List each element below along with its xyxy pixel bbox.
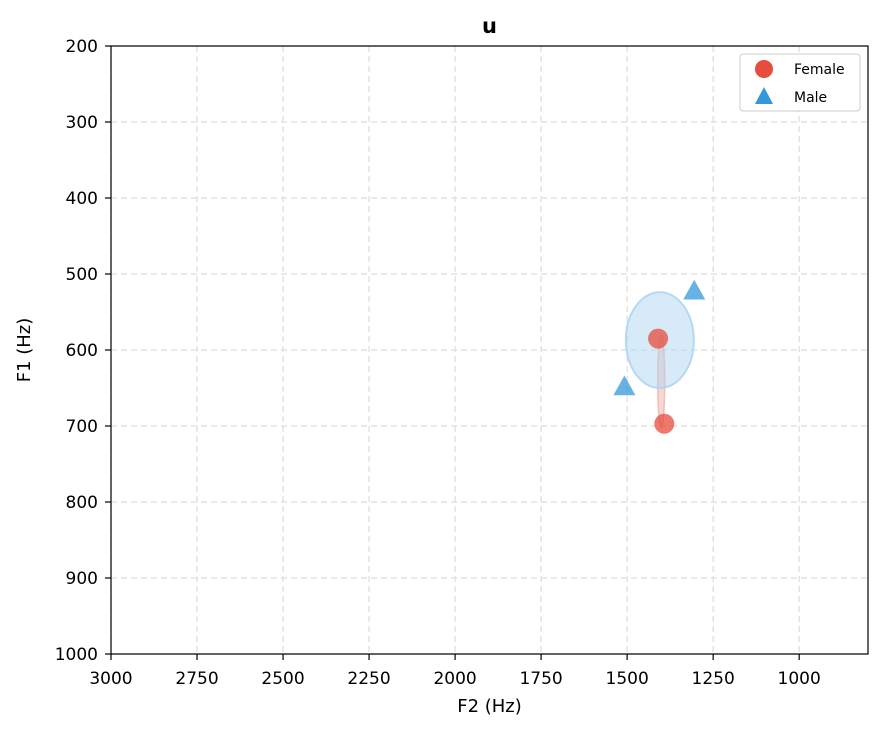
y-tick-label: 200 [66, 37, 98, 57]
x-tick-label: 2750 [175, 669, 218, 689]
x-tick-label: 3000 [89, 669, 132, 689]
y-tick-label: 900 [66, 569, 98, 589]
ellipses [624, 291, 695, 429]
x-tick-label: 2000 [433, 669, 476, 689]
y-tick-label: 700 [66, 417, 98, 437]
y-tick-label: 400 [66, 189, 98, 209]
y-tick-label: 1000 [55, 645, 98, 665]
x-tick-label: 1500 [606, 669, 649, 689]
legend-female-marker [755, 60, 773, 78]
x-tick-label: 1250 [692, 669, 735, 689]
legend-male-label: Male [794, 90, 827, 106]
axis-ticks: 3000 2750 2500 2250 2000 1750 1500 1250 1000 200 3… [55, 37, 821, 689]
male-point [683, 279, 706, 300]
data-points [613, 279, 706, 434]
legend-female-label: Female [794, 62, 845, 78]
x-axis-title: F2 (Hz) [457, 696, 522, 717]
x-tick-label: 1000 [778, 669, 821, 689]
y-axis-title: F1 (Hz) [14, 318, 35, 383]
y-tick-label: 500 [66, 265, 98, 285]
y-tick-label: 300 [66, 113, 98, 133]
legend-male-marker [755, 87, 773, 104]
grid [110, 45, 868, 655]
chart-title: u [482, 14, 497, 38]
female-point [648, 328, 669, 349]
x-tick-label: 2500 [261, 669, 304, 689]
male-point [613, 375, 636, 396]
x-tick-label: 2250 [347, 669, 390, 689]
female-point [654, 413, 675, 434]
x-tick-label: 1750 [519, 669, 562, 689]
y-tick-label: 800 [66, 493, 98, 513]
y-tick-label: 600 [66, 341, 98, 361]
legend: Female Male [739, 53, 861, 112]
